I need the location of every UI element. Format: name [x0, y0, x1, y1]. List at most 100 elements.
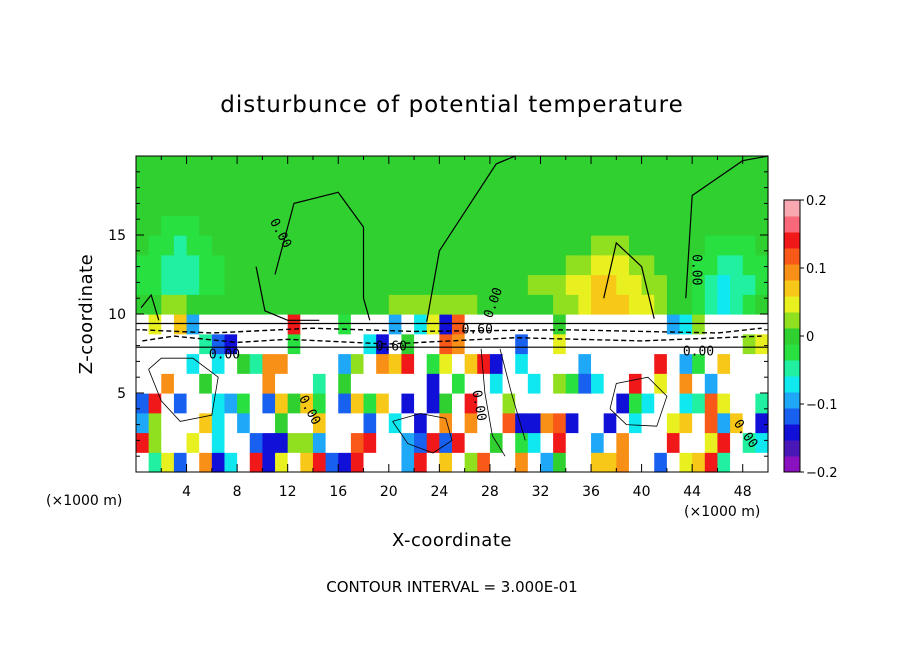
- heatmap-cell: [376, 274, 390, 295]
- heatmap-cell: [578, 393, 592, 414]
- heatmap-cell: [515, 195, 529, 216]
- heatmap-cell: [692, 314, 706, 335]
- heatmap-cell: [464, 432, 478, 453]
- heatmap-cell: [553, 215, 567, 236]
- heatmap-cell: [452, 314, 466, 335]
- heatmap-cell: [616, 156, 630, 177]
- heatmap-cell: [452, 254, 466, 276]
- heatmap-cell: [237, 235, 251, 256]
- heatmap-cell: [578, 353, 592, 374]
- heatmap-cell: [502, 195, 516, 216]
- heatmap-cell: [388, 353, 403, 374]
- heatmap-cell: [565, 274, 579, 295]
- heatmap-cell: [211, 353, 226, 374]
- heatmap-cell: [224, 254, 238, 276]
- heatmap-cell: [591, 432, 605, 453]
- heatmap-cell: [363, 175, 377, 197]
- heatmap-cell: [300, 373, 314, 394]
- heatmap-cell: [527, 235, 542, 256]
- heatmap-cell: [249, 215, 263, 236]
- heatmap-cell: [275, 215, 289, 236]
- heatmap-cell: [199, 175, 213, 197]
- heatmap-cell: [401, 393, 415, 414]
- heatmap-cell: [350, 156, 365, 177]
- heatmap-cell: [199, 195, 213, 216]
- x-tick-label: 48: [734, 484, 752, 500]
- heatmap-cell: [452, 373, 466, 394]
- heatmap-cell: [363, 412, 377, 434]
- heatmap-cell: [679, 195, 693, 216]
- heatmap-cell: [249, 294, 263, 315]
- heatmap-cell: [224, 215, 238, 236]
- heatmap-cell: [161, 274, 175, 295]
- heatmap-cell: [211, 412, 226, 434]
- heatmap-cell: [489, 254, 504, 276]
- heatmap-cell: [730, 215, 744, 236]
- colorbar-swatch: [784, 392, 800, 409]
- heatmap-cell: [603, 452, 617, 473]
- heatmap-cell: [628, 235, 643, 256]
- heatmap-cell: [755, 294, 769, 315]
- heatmap-cell: [717, 412, 731, 434]
- heatmap-cell: [161, 195, 175, 216]
- heatmap-cell: [679, 314, 693, 335]
- heatmap-cell: [312, 353, 327, 374]
- colorbar-swatch: [784, 408, 800, 425]
- heatmap-cell: [452, 195, 466, 216]
- heatmap-cell: [376, 254, 390, 276]
- heatmap-cell: [527, 412, 542, 434]
- heatmap-cell: [136, 353, 150, 374]
- heatmap-cell: [477, 314, 491, 335]
- heatmap-cell: [578, 215, 592, 236]
- heatmap-cell: [452, 393, 466, 414]
- heatmap-cell: [439, 274, 453, 295]
- heatmap-cell: [224, 412, 238, 434]
- heatmap-cell: [325, 235, 339, 256]
- heatmap-cell: [654, 373, 668, 394]
- heatmap-cell: [692, 373, 706, 394]
- heatmap-cell: [654, 215, 668, 236]
- heatmap-cell: [616, 195, 630, 216]
- heatmap-cell: [388, 294, 403, 315]
- heatmap-cell: [489, 235, 504, 256]
- heatmap-cell: [666, 412, 681, 434]
- heatmap-cell: [515, 333, 529, 355]
- heatmap-cell: [730, 156, 744, 177]
- colorbar-swatch: [784, 312, 800, 329]
- heatmap-cell: [616, 215, 630, 236]
- heatmap-cell: [237, 156, 251, 177]
- heatmap-cell: [376, 294, 390, 315]
- heatmap-cell: [616, 314, 630, 335]
- heatmap-cell: [312, 254, 327, 276]
- heatmap-cell: [553, 254, 567, 276]
- heatmap-cell: [527, 195, 542, 216]
- heatmap-cell: [312, 235, 327, 256]
- heatmap-cell: [136, 254, 150, 276]
- colorbar-tick-label: 0.1: [806, 262, 827, 277]
- heatmap-cell: [489, 373, 504, 394]
- heatmap-cell: [224, 274, 238, 295]
- heatmap-cell: [578, 373, 592, 394]
- heatmap-cell: [338, 195, 352, 216]
- x-tick-label: 12: [279, 484, 297, 500]
- heatmap-cell: [452, 156, 466, 177]
- contour-line: [426, 155, 516, 323]
- heatmap-cell: [199, 353, 213, 374]
- heatmap-cell: [173, 373, 188, 394]
- heatmap-cell: [540, 333, 554, 355]
- heatmap-cell: [654, 412, 668, 434]
- heatmap-cell: [199, 254, 213, 276]
- x-tick-label: 28: [481, 484, 499, 500]
- heatmap-cell: [654, 294, 668, 315]
- heatmap-cell: [350, 314, 365, 335]
- heatmap-cell: [641, 333, 655, 355]
- heatmap-cell: [616, 254, 630, 276]
- x-tick-label: 24: [430, 484, 448, 500]
- heatmap-cell: [186, 373, 200, 394]
- heatmap-cell: [350, 274, 365, 295]
- heatmap-cell: [527, 452, 542, 473]
- heatmap-cell: [452, 235, 466, 256]
- heatmap-cell: [388, 333, 403, 355]
- x-tick-label: 36: [582, 484, 600, 500]
- heatmap-cell: [742, 175, 756, 197]
